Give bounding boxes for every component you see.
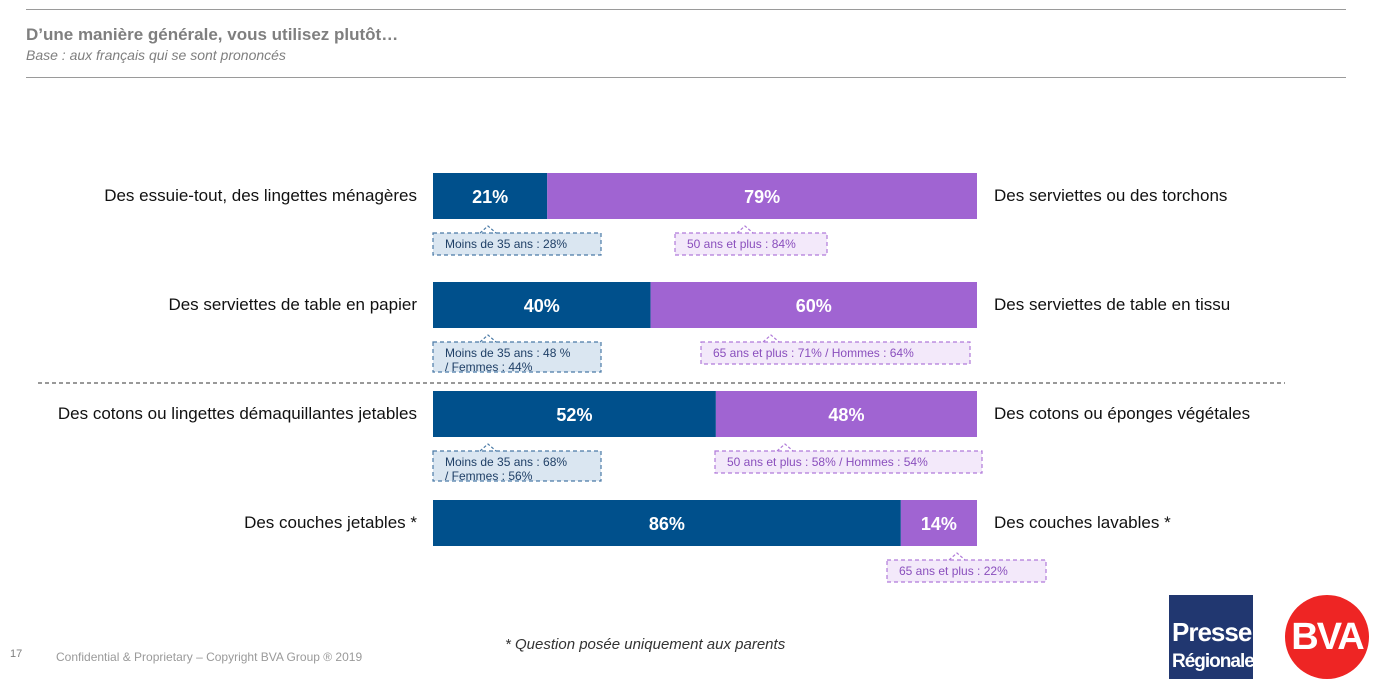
category-label-left: Des cotons ou lingettes démaquillantes j…	[58, 404, 417, 423]
right-callout-box	[674, 232, 828, 256]
data-label-left: 21%	[472, 187, 508, 207]
bar-right	[650, 282, 977, 328]
category-label-right: Des cotons ou éponges végétales	[994, 404, 1250, 423]
bar-right	[547, 173, 977, 219]
regionale-logo-text: Régionale	[1172, 651, 1253, 672]
left-callout-box	[432, 341, 602, 373]
data-label-right: 14%	[921, 514, 957, 534]
bar-left	[433, 500, 901, 546]
data-label-left: 52%	[556, 405, 592, 425]
bva-logo: BVA	[1285, 595, 1369, 679]
header-bottom-rule	[26, 77, 1346, 78]
stacked-bar-chart: 21% 79% Des essuie-tout, des lingettes mén…	[38, 173, 1285, 583]
left-callout-box	[432, 450, 602, 482]
left-callout-text: / Femmes : 56%	[445, 469, 533, 483]
left-callout-box	[432, 232, 602, 256]
presse-regionale-logo: Presse Régionale	[1169, 595, 1253, 679]
category-label-left: Des couches jetables *	[244, 513, 417, 532]
data-label-right: 60%	[796, 296, 832, 316]
bar-right	[715, 391, 977, 437]
page-subtitle: Base : aux français qui se sont prononcé…	[26, 47, 286, 63]
right-callout-pointer	[736, 225, 754, 234]
right-callout-pointer	[762, 334, 780, 343]
category-label-right: Des couches lavables *	[994, 513, 1171, 532]
left-callout-text: Moins de 35 ans : 48 %	[445, 346, 571, 360]
header-top-rule	[26, 9, 1346, 10]
left-callout-text: Moins de 35 ans : 68%	[445, 455, 567, 469]
category-label-left: Des essuie-tout, des lingettes ménagères	[104, 186, 417, 205]
right-callout-box	[886, 559, 1047, 583]
page-title: D’une manière générale, vous utilisez pl…	[26, 25, 399, 44]
footnote: * Question posée uniquement aux parents	[505, 636, 786, 653]
right-callout-box	[714, 450, 983, 474]
left-callout-text: Moins de 35 ans : 28%	[445, 237, 567, 251]
page-number: 17	[10, 648, 23, 660]
bar-left	[433, 282, 651, 328]
data-label-right: 48%	[828, 405, 864, 425]
left-callout-pointer	[479, 443, 497, 452]
data-label-left: 40%	[524, 296, 560, 316]
bar-left	[433, 391, 716, 437]
data-label-right: 79%	[744, 187, 780, 207]
right-callout-text: 50 ans et plus : 58% / Hommes : 54%	[727, 455, 928, 469]
right-callout-box	[700, 341, 971, 365]
presse-logo-text: Presse	[1172, 617, 1252, 647]
category-label-right: Des serviettes ou des torchons	[994, 186, 1227, 205]
right-callout-pointer	[776, 443, 794, 452]
right-callout-pointer	[948, 552, 966, 561]
right-callout-text: 50 ans et plus : 84%	[687, 237, 796, 251]
right-callout-text: 65 ans et plus : 71% / Hommes : 64%	[713, 346, 914, 360]
bar-left	[433, 173, 548, 219]
category-label-left: Des serviettes de table en papier	[168, 295, 417, 314]
right-callout-text: 65 ans et plus : 22%	[899, 564, 1008, 578]
confidential-notice: Confidential & Proprietary – Copyright B…	[56, 650, 363, 664]
bar-right	[900, 500, 977, 546]
data-label-left: 86%	[649, 514, 685, 534]
category-label-right: Des serviettes de table en tissu	[994, 295, 1230, 314]
left-callout-text: / Femmes : 44%	[445, 360, 533, 374]
left-callout-pointer	[479, 334, 497, 343]
left-callout-pointer	[479, 225, 497, 234]
